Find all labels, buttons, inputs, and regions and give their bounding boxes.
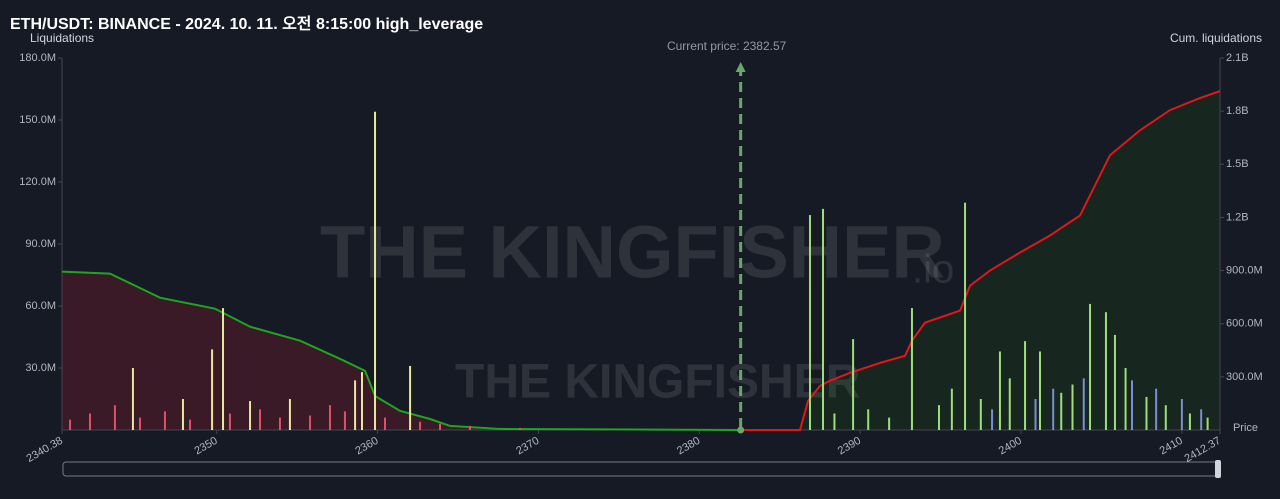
liquidation-bar [1200, 409, 1203, 430]
y-axis-label: Liquidations [30, 31, 94, 45]
x-tick-label: 2410 [1158, 435, 1185, 458]
liquidation-bar [309, 415, 312, 430]
liquidation-bar [910, 308, 913, 430]
y-tick-label: 90.0M [25, 238, 56, 250]
liquidation-bar [852, 339, 855, 430]
y2-tick-label: 1.2B [1226, 211, 1249, 223]
liquidation-bar [1188, 413, 1191, 430]
liquidation-bar [383, 417, 386, 430]
liquidation-bar [1039, 351, 1042, 430]
watermark: THE KINGFISHER [320, 211, 945, 294]
liquidation-bar [131, 368, 134, 430]
liquidation-bar [979, 399, 982, 430]
y-tick-label: 180.0M [19, 52, 56, 64]
liquidation-bar [991, 409, 994, 430]
watermark-suffix: .io [912, 248, 954, 292]
liquidation-bar [998, 351, 1001, 430]
liquidation-bar [950, 388, 953, 430]
y-tick-label: 30.0M [25, 362, 56, 374]
x-tick-label: 2380 [675, 435, 702, 458]
liquidation-bar [181, 399, 184, 430]
liquidation-bar [808, 215, 811, 430]
liquidation-bar [867, 409, 870, 430]
liquidation-bar [1155, 388, 1158, 430]
x-tick-label: 2370 [514, 435, 541, 458]
liquidation-bar [518, 427, 521, 430]
liquidation-bar [343, 411, 346, 430]
liquidation-bar [1124, 368, 1127, 430]
current-price-dot [737, 426, 745, 434]
cumulative-line [61, 270, 741, 431]
liquidation-bar [69, 419, 72, 430]
x-tick-label: 2340.38 [25, 435, 65, 465]
liquidation-bar [1206, 417, 1209, 430]
liquidation-bar [833, 413, 836, 430]
liquidation-bar [211, 349, 214, 430]
y2-tick-label: 2.1B [1226, 52, 1249, 64]
x-tick-label: 2360 [353, 435, 380, 458]
liquidation-bar [163, 411, 166, 430]
liquidation-bar [1180, 399, 1183, 430]
y2-tick-label: 900.0M [1226, 264, 1263, 276]
y-tick-label: 150.0M [19, 114, 56, 126]
navigator-handle[interactable] [1215, 460, 1221, 478]
liquidation-bar [822, 208, 825, 430]
liquidation-bar [1145, 396, 1148, 430]
liquidation-bar [228, 413, 231, 430]
x-tick-label: 2390 [836, 435, 863, 458]
liquidation-bar [374, 111, 377, 430]
y2-tick-label: 300.0M [1226, 371, 1263, 383]
liquidation-bar [937, 405, 940, 430]
liquidation-bar [88, 413, 91, 430]
current-price-label: Current price: 2382.57 [667, 39, 787, 53]
liquidation-bar [360, 372, 363, 430]
liquidation-bar [1024, 341, 1027, 430]
liquidation-bar [1071, 384, 1074, 430]
x-axis-label: Price [1233, 422, 1258, 434]
liquidation-bar [278, 417, 281, 430]
x-tick-label: 2350 [192, 435, 219, 458]
chart-title: ETH/USDT: BINANCE - 2024. 10. 11. 오전 8:1… [10, 15, 483, 33]
liquidation-bar [1131, 380, 1134, 430]
liquidation-bar [222, 308, 225, 430]
liquidation-bar [1034, 399, 1037, 430]
liquidation-bar [354, 380, 357, 430]
liquidation-bar [1052, 388, 1055, 430]
liquidation-bar [419, 421, 422, 430]
liquidation-bar [468, 425, 471, 430]
liquidation-bar [328, 405, 331, 430]
liquidation-bar [409, 365, 412, 430]
y2-tick-label: 600.0M [1226, 318, 1263, 330]
cumulative-area [62, 271, 741, 430]
x-tick-label: 2400 [997, 435, 1024, 458]
y2-tick-label: 1.8B [1226, 105, 1249, 117]
liquidation-bar [113, 405, 116, 430]
liquidation-bar [139, 417, 142, 430]
watermark-small: THE KINGFISHER [455, 356, 860, 409]
y2-axis-label: Cum. liquidations [1170, 31, 1262, 45]
current-price-arrow [735, 62, 746, 72]
liquidation-bar [1082, 378, 1085, 430]
liquidation-bar [1113, 334, 1116, 430]
liquidation-bar [439, 423, 442, 430]
liquidation-bar [1060, 392, 1063, 430]
liquidation-bar [1008, 378, 1011, 430]
y2-tick-label: 1.5B [1226, 158, 1249, 170]
liquidation-bar [189, 419, 192, 430]
liquidation-bar [1089, 303, 1092, 430]
navigator[interactable] [62, 461, 1221, 477]
y-tick-label: 120.0M [19, 176, 56, 188]
liquidation-bar [249, 401, 252, 430]
liquidation-bar [964, 202, 967, 430]
liquidation-bar [288, 399, 291, 430]
y-tick-label: 60.0M [25, 300, 56, 312]
liquidation-bar [259, 409, 262, 430]
liquidation-bar [888, 417, 891, 430]
liquidation-bar [1104, 312, 1107, 430]
liquidation-bar [1164, 405, 1167, 430]
